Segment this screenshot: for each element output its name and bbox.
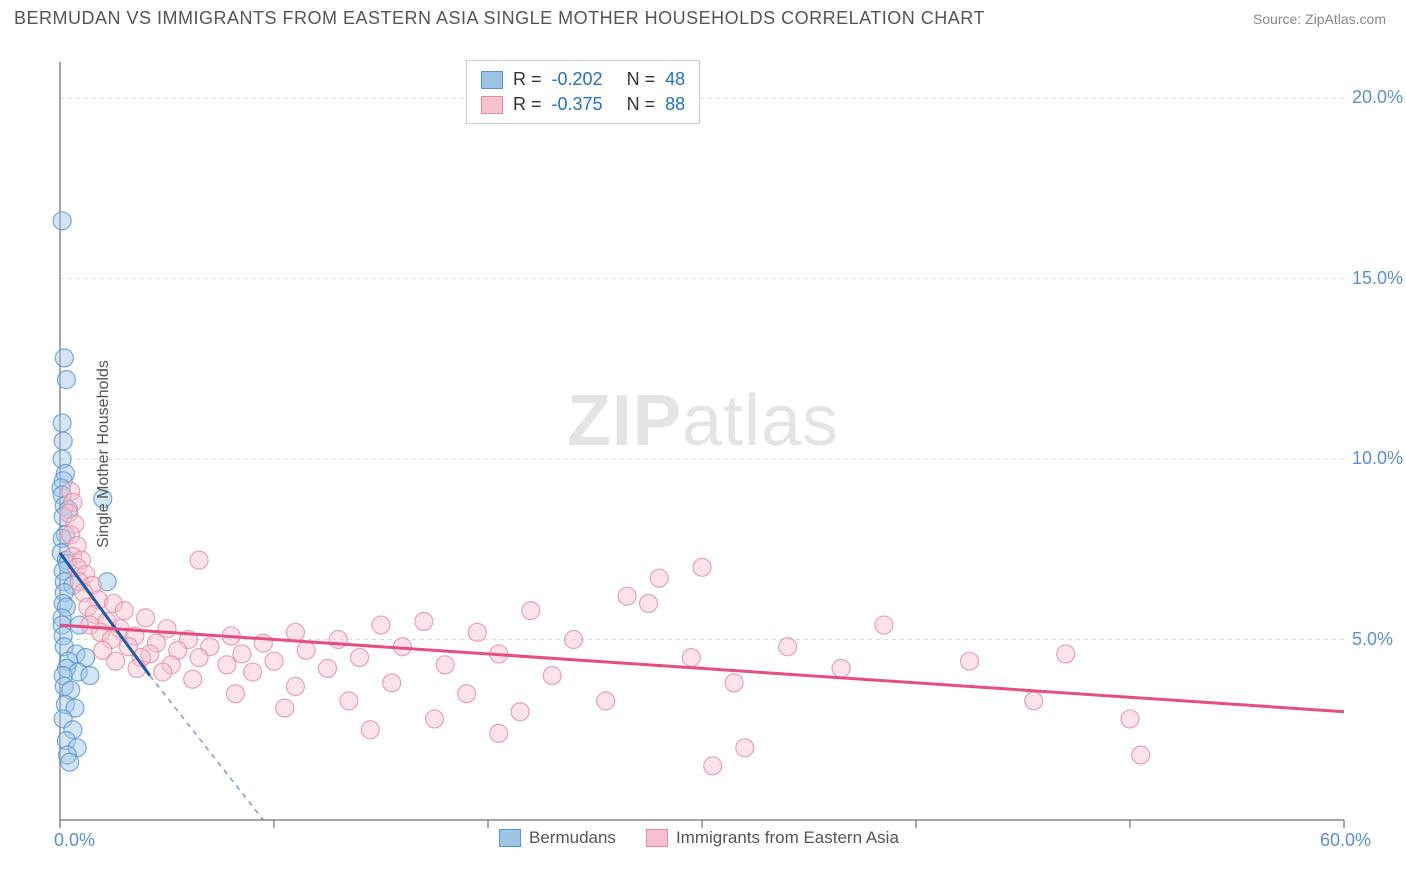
data-point xyxy=(522,602,540,620)
data-point xyxy=(54,432,72,450)
data-point xyxy=(319,659,337,677)
scatter-plot xyxy=(14,44,1392,864)
data-point xyxy=(297,641,315,659)
data-point xyxy=(693,558,711,576)
data-point xyxy=(383,674,401,692)
n-value: 48 xyxy=(665,69,685,90)
data-point xyxy=(640,594,658,612)
stats-row: R = -0.202 N = 48 xyxy=(481,67,685,92)
data-point xyxy=(115,602,133,620)
data-point xyxy=(57,371,75,389)
trend-line-ext xyxy=(150,676,263,820)
r-value: -0.202 xyxy=(552,69,603,90)
data-point xyxy=(53,414,71,432)
data-point xyxy=(233,645,251,663)
stats-row: R = -0.375 N = 88 xyxy=(481,92,685,117)
y-tick-label: 20.0% xyxy=(1352,87,1403,108)
data-point xyxy=(61,753,79,771)
data-point xyxy=(875,616,893,634)
data-point xyxy=(226,685,244,703)
data-point xyxy=(436,656,454,674)
legend-swatch xyxy=(481,96,503,114)
data-point xyxy=(426,710,444,728)
legend-swatch xyxy=(481,71,503,89)
data-point xyxy=(184,670,202,688)
data-point xyxy=(736,739,754,757)
x-tick-label: 60.0% xyxy=(1320,830,1371,851)
data-point xyxy=(490,724,508,742)
data-point xyxy=(458,685,476,703)
source-label: Source: ZipAtlas.com xyxy=(1253,11,1386,27)
y-axis-label: Single Mother Households xyxy=(95,360,113,548)
data-point xyxy=(276,699,294,717)
data-point xyxy=(543,667,561,685)
data-point xyxy=(1132,746,1150,764)
legend-label: Immigrants from Eastern Asia xyxy=(676,828,899,848)
r-value: -0.375 xyxy=(552,94,603,115)
y-tick-label: 15.0% xyxy=(1352,268,1403,289)
data-point xyxy=(154,663,172,681)
data-point xyxy=(244,663,262,681)
legend-label: Bermudans xyxy=(529,828,616,848)
data-point xyxy=(340,692,358,710)
data-point xyxy=(415,612,433,630)
data-point xyxy=(81,667,99,685)
n-label: N = xyxy=(627,69,656,90)
r-label: R = xyxy=(513,94,542,115)
r-label: R = xyxy=(513,69,542,90)
data-point xyxy=(218,656,236,674)
data-point xyxy=(329,631,347,649)
x-tick-label: 0.0% xyxy=(54,830,95,851)
legend-swatch xyxy=(499,829,521,847)
data-point xyxy=(286,677,304,695)
data-point xyxy=(53,212,71,230)
legend-item: Immigrants from Eastern Asia xyxy=(646,828,899,848)
y-tick-label: 5.0% xyxy=(1352,629,1393,650)
data-point xyxy=(1057,645,1075,663)
data-point xyxy=(190,649,208,667)
data-point xyxy=(682,649,700,667)
data-point xyxy=(725,674,743,692)
data-point xyxy=(1025,692,1043,710)
data-point xyxy=(832,659,850,677)
data-point xyxy=(351,649,369,667)
data-point xyxy=(107,652,125,670)
legend-item: Bermudans xyxy=(499,828,616,848)
data-point xyxy=(265,652,283,670)
n-label: N = xyxy=(627,94,656,115)
chart-container: Single Mother Households ZIPatlas 5.0%10… xyxy=(14,44,1392,864)
data-point xyxy=(361,721,379,739)
data-point xyxy=(618,587,636,605)
data-point xyxy=(190,551,208,569)
data-point xyxy=(55,349,73,367)
data-point xyxy=(597,692,615,710)
data-point xyxy=(650,569,668,587)
data-point xyxy=(779,638,797,656)
data-point xyxy=(1121,710,1139,728)
data-point xyxy=(372,616,390,634)
data-point xyxy=(286,623,304,641)
stats-box: R = -0.202 N = 48R = -0.375 N = 88 xyxy=(466,60,700,124)
data-point xyxy=(254,634,272,652)
data-point xyxy=(565,631,583,649)
data-point xyxy=(468,623,486,641)
data-point xyxy=(137,609,155,627)
chart-title: BERMUDAN VS IMMIGRANTS FROM EASTERN ASIA… xyxy=(14,8,985,29)
data-point xyxy=(511,703,529,721)
data-point xyxy=(961,652,979,670)
bottom-legend: Bermudans Immigrants from Eastern Asia xyxy=(499,828,899,848)
n-value: 88 xyxy=(665,94,685,115)
y-tick-label: 10.0% xyxy=(1352,448,1403,469)
data-point xyxy=(704,757,722,775)
legend-swatch xyxy=(646,829,668,847)
